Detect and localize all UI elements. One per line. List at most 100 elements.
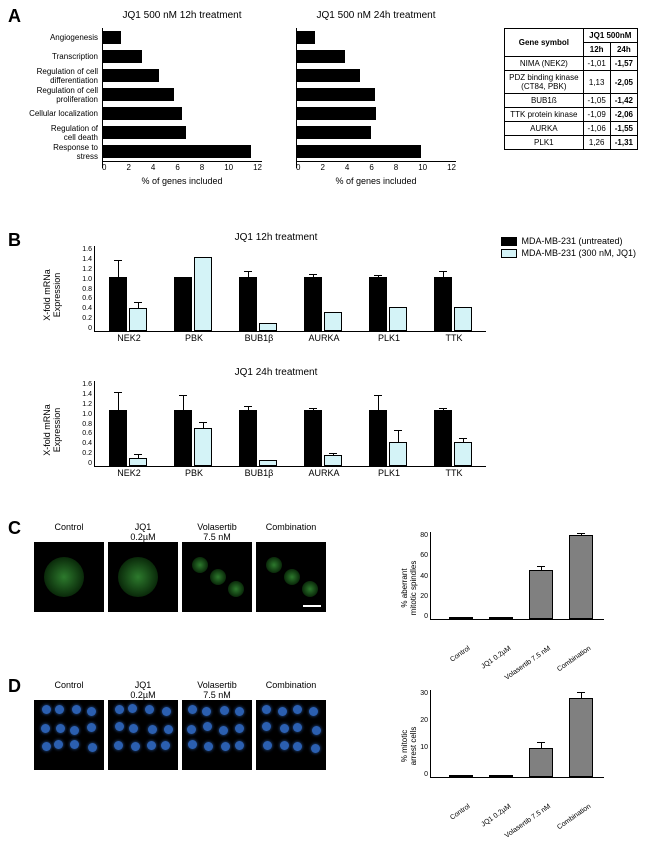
barh-label: Regulation of celldifferentiation [10, 67, 102, 85]
bar [489, 617, 513, 619]
cell [266, 557, 282, 573]
table-header: Gene symbol [505, 29, 583, 57]
barh-bars-24h [296, 28, 456, 161]
barh-label: Response tostress [10, 143, 102, 161]
chart-c: % aberrantmitotic spindles 020406080 Con… [404, 528, 604, 648]
bar-group: BUB1β [239, 410, 279, 466]
table-row: PDZ binding kinase(CT84, PBK)1,13-2,05 [505, 71, 638, 94]
bar-treated [259, 323, 277, 331]
plot-area [430, 690, 604, 778]
bar-treated [389, 442, 407, 466]
table-cell: -1,55 [610, 122, 637, 136]
cell [235, 724, 244, 733]
cell [188, 705, 197, 714]
barh-label: Regulation ofcell death [10, 124, 102, 142]
panel-a-label: A [8, 6, 21, 27]
table-cell: -2,05 [610, 71, 637, 94]
barh-label: Angiogenesis [10, 33, 102, 42]
cell [88, 743, 97, 752]
ylabel: X-fold mRNaExpression [42, 390, 62, 470]
barh-row: Response tostress [102, 142, 262, 161]
cell [129, 724, 138, 733]
category-label: NEK2 [117, 333, 141, 343]
x-label: Combination [556, 803, 592, 831]
cell [115, 722, 124, 731]
category-label: PBK [185, 333, 203, 343]
cell [187, 725, 196, 734]
micrograph [256, 542, 326, 612]
bar-group: PLK1 [369, 410, 409, 466]
bar [529, 748, 553, 777]
barh-bar [102, 145, 251, 158]
cell [293, 742, 302, 751]
bar [569, 698, 593, 777]
tick: 0.6 [76, 430, 92, 437]
axis [296, 28, 297, 168]
micrograph-row [34, 542, 326, 612]
x-label: JQ1 0.2µM [480, 645, 512, 670]
cell [192, 557, 208, 573]
bar [449, 775, 473, 777]
cell [312, 726, 321, 735]
plot-area: NEK2PBKBUB1βAURKAPLK1TTK [94, 246, 486, 332]
barh-row: Angiogenesis [102, 28, 262, 47]
error-cap [114, 260, 122, 261]
cell [128, 704, 137, 713]
cell [228, 581, 244, 597]
micro-label: JQ10.2µM [108, 522, 178, 542]
barh-label: Cellular localization [10, 109, 102, 118]
cell [280, 724, 289, 733]
error-cap [394, 430, 402, 431]
barh-row [296, 85, 456, 104]
error-bar [463, 439, 464, 442]
bar-treated [129, 308, 147, 331]
bar-untreated [109, 277, 127, 331]
cell [41, 724, 50, 733]
chart-a-24h-title: JQ1 500 nM 24h treatment [296, 10, 456, 21]
error-bar [183, 396, 184, 409]
bar-treated [454, 307, 472, 331]
cell [42, 742, 51, 751]
cell [44, 557, 84, 597]
table-cell: -1,01 [583, 57, 610, 71]
bar-treated [454, 442, 472, 466]
chart-a-24h: JQ1 500 nM 24h treatment 024681012 % of … [296, 28, 456, 198]
micro-label: Control [34, 680, 104, 690]
cell [161, 741, 170, 750]
error-cap [537, 566, 545, 567]
barh-row [296, 142, 456, 161]
tick: 1.0 [76, 411, 92, 418]
table-cell: -1,42 [610, 94, 637, 108]
cell [145, 705, 154, 714]
category-label: PBK [185, 468, 203, 478]
panel-d-label: D [8, 676, 21, 697]
table-cell: TTK protein kinase [505, 108, 583, 122]
legend-label: MDA-MB-231 (untreated) [521, 236, 622, 246]
tick: 1.2 [76, 266, 92, 273]
cell [210, 569, 226, 585]
axis [296, 161, 456, 162]
barh-row: Regulation of celldifferentiation [102, 66, 262, 85]
table-cell: 1,13 [583, 71, 610, 94]
xlabel: % of genes included [102, 176, 262, 186]
figure-root: A JQ1 500 nM 12h treatment AngiogenesisT… [0, 0, 650, 840]
tick: 0.6 [76, 295, 92, 302]
table-cell: -1,57 [610, 57, 637, 71]
x-label: Control [450, 803, 473, 822]
cell [118, 557, 158, 597]
x-label: Control [450, 645, 473, 664]
bar-treated [194, 428, 212, 466]
chart-a-12h: JQ1 500 nM 12h treatment AngiogenesisTra… [102, 28, 262, 198]
error-cap [199, 422, 207, 423]
micro-label: Volasertib7.5 nM [182, 522, 252, 542]
table-cell: -1,05 [583, 94, 610, 108]
bar-untreated [174, 277, 192, 331]
tick: 0 [76, 325, 92, 332]
barh-bar [102, 88, 174, 101]
cell [293, 723, 302, 732]
barh-bar [102, 31, 121, 44]
tick: 0 [296, 163, 300, 172]
cell [72, 705, 81, 714]
error-cap [134, 302, 142, 303]
cell [70, 726, 79, 735]
